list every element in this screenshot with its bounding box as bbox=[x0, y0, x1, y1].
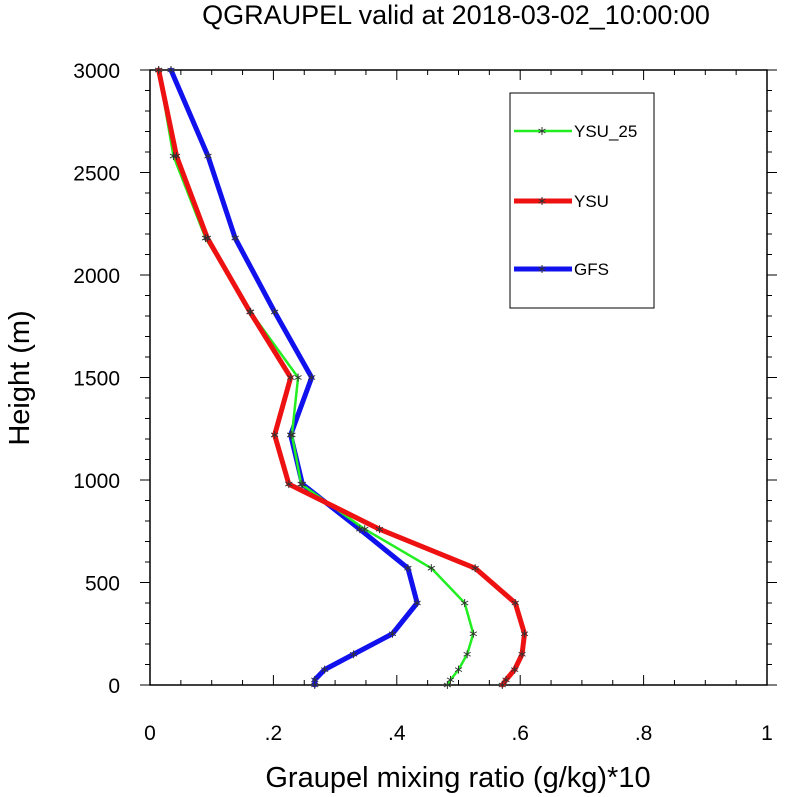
data-point-marker bbox=[538, 197, 546, 205]
x-tick-label: 0 bbox=[144, 722, 156, 745]
data-point-marker bbox=[203, 234, 212, 243]
legend: YSU_25 YSU GFS bbox=[509, 92, 655, 309]
data-point-marker bbox=[270, 307, 279, 316]
series-line-ysu bbox=[156, 67, 528, 688]
data-point-marker bbox=[520, 629, 529, 638]
data-point-marker bbox=[511, 599, 519, 607]
axis-ticks: 0 .2 .4 .6 .8 1 0 500 1000 1500 2000 2500 3000 bbox=[73, 60, 777, 745]
x-tick-label: .4 bbox=[388, 722, 406, 745]
legend-label: YSU bbox=[574, 192, 609, 211]
data-point-marker bbox=[446, 675, 455, 684]
chart-title: QGRAUPEL valid at 2018-03-02_10:00:00 bbox=[202, 0, 710, 30]
data-point-marker bbox=[169, 152, 178, 161]
y-tick-label: 0 bbox=[108, 675, 120, 698]
data-point-marker bbox=[298, 480, 307, 489]
legend-label: GFS bbox=[574, 260, 609, 279]
data-point-marker bbox=[172, 152, 181, 161]
data-point-marker bbox=[285, 480, 293, 489]
data-point-marker bbox=[404, 564, 412, 573]
x-tick-label: .6 bbox=[511, 722, 529, 745]
y-axis-label: Height (m) bbox=[4, 310, 36, 445]
data-point-marker bbox=[538, 265, 546, 273]
data-point-marker bbox=[510, 665, 519, 674]
y-tick-label: 2500 bbox=[73, 163, 120, 186]
series-line-gfs bbox=[168, 67, 420, 688]
data-point-marker bbox=[502, 675, 510, 684]
data-point-marker bbox=[288, 430, 296, 439]
data-point-marker bbox=[154, 66, 163, 74]
series-line-ysu-25 bbox=[157, 68, 475, 687]
data-point-marker bbox=[349, 650, 358, 659]
data-point-marker bbox=[413, 599, 421, 607]
y-tick-label: 1500 bbox=[73, 368, 120, 391]
data-point-marker bbox=[204, 152, 212, 161]
x-tick-label: 1 bbox=[761, 722, 773, 745]
data-point-marker bbox=[518, 650, 526, 659]
data-point-marker bbox=[294, 373, 302, 382]
data-point-marker bbox=[469, 629, 478, 638]
data-point-marker bbox=[360, 525, 369, 534]
data-point-marker bbox=[270, 430, 279, 439]
data-point-marker bbox=[538, 127, 546, 135]
plot-frame bbox=[149, 69, 768, 686]
data-point-marker bbox=[286, 430, 295, 439]
data-point-marker bbox=[498, 681, 507, 689]
x-tick-label: .8 bbox=[635, 722, 653, 745]
data-point-marker bbox=[471, 564, 479, 573]
data-point-marker bbox=[297, 480, 305, 489]
data-point-marker bbox=[454, 665, 463, 674]
y-tick-label: 500 bbox=[85, 573, 120, 596]
data-point-marker bbox=[388, 629, 397, 638]
data-point-marker bbox=[443, 681, 452, 689]
data-point-marker bbox=[460, 599, 469, 607]
x-axis-label: Graupel mixing ratio (g/kg)*10 bbox=[265, 762, 650, 794]
data-point-marker bbox=[320, 665, 329, 674]
x-tick-label: .2 bbox=[265, 722, 283, 745]
data-point-marker bbox=[375, 525, 384, 534]
data-point-marker bbox=[427, 564, 436, 573]
data-point-marker bbox=[307, 373, 316, 382]
data-point-marker bbox=[463, 650, 471, 659]
data-point-marker bbox=[286, 373, 295, 382]
series-group bbox=[154, 66, 529, 689]
y-tick-label: 1000 bbox=[73, 470, 120, 493]
y-tick-label: 3000 bbox=[73, 60, 120, 83]
y-tick-label: 2000 bbox=[73, 265, 120, 288]
data-point-marker bbox=[246, 307, 254, 316]
data-point-marker bbox=[167, 66, 175, 74]
data-point-marker bbox=[311, 675, 319, 684]
legend-label: YSU_25 bbox=[574, 122, 637, 141]
data-point-marker bbox=[231, 234, 239, 243]
